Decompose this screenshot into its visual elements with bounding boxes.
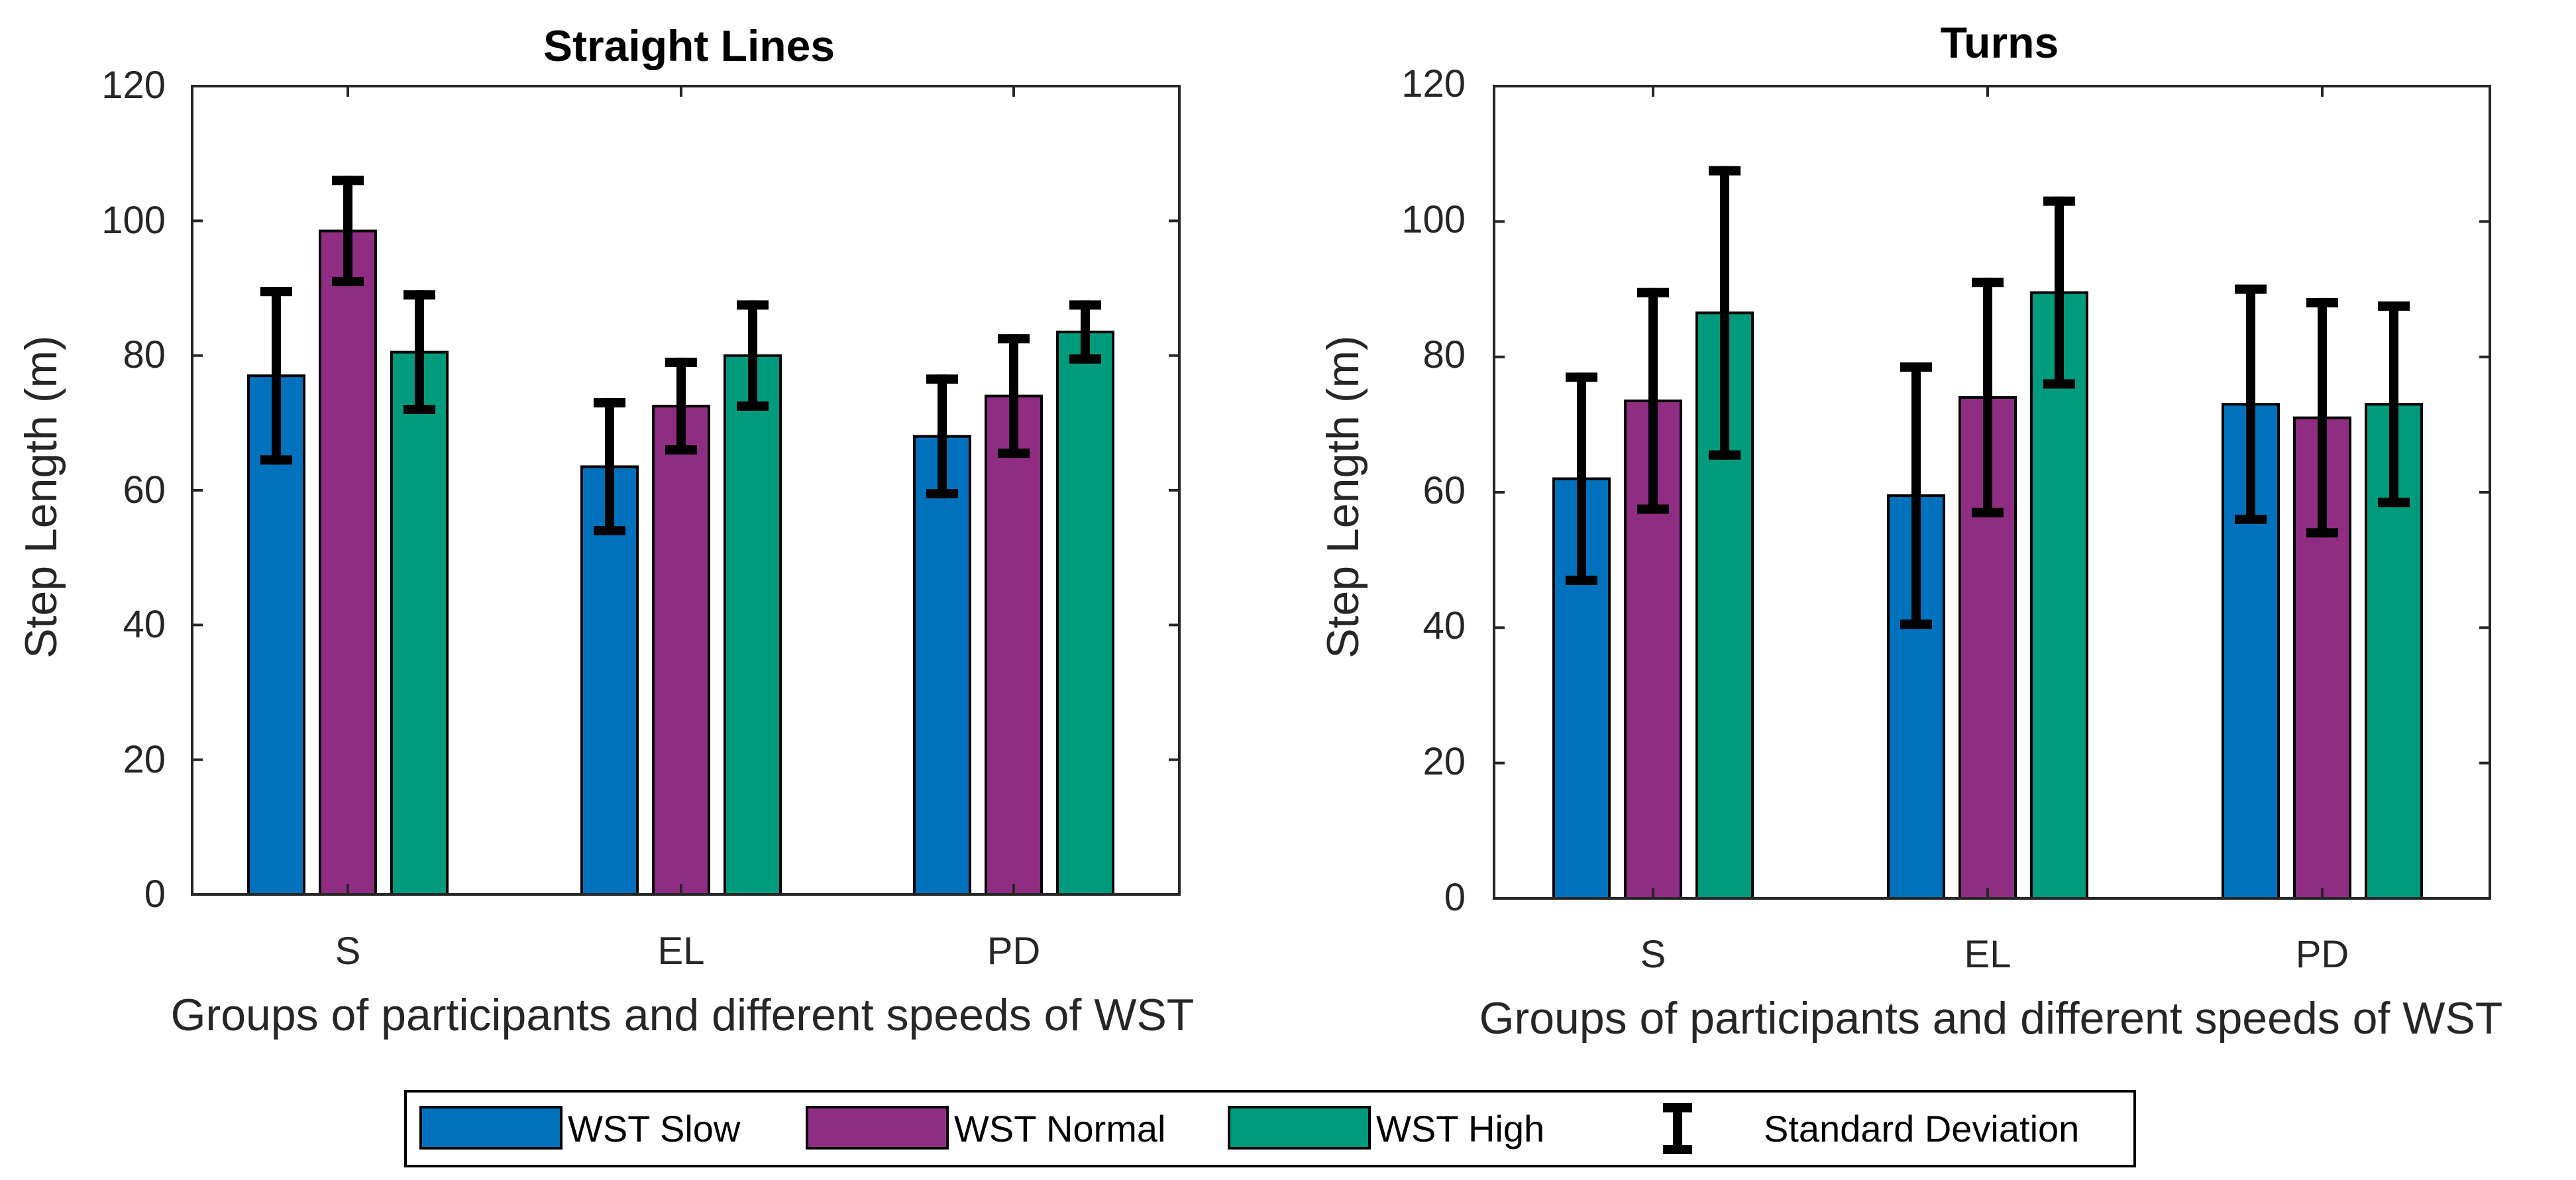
chart-straight-lines: Straight Lines 0 20 40 60 80 100 120 S E…	[16, 21, 1194, 1040]
axes	[191, 85, 1181, 896]
errorbar-wst-slow-s	[260, 287, 292, 465]
y-tick-label: 100	[1401, 198, 1466, 241]
x-tick-labels: S EL PD	[335, 930, 1041, 973]
bar-wst-high-el	[2030, 291, 2088, 900]
bar-series-group	[1552, 166, 2423, 900]
y-tick-label: 0	[144, 873, 166, 916]
y-tick-labels: 0 20 40 60 80 100 120	[1401, 62, 1466, 919]
bar-wst-normal-el	[652, 404, 710, 896]
y-axis-label: Step Length (m)	[16, 335, 66, 659]
errorbar-wst-high-el	[2043, 196, 2075, 389]
legend-swatch-wst-slow	[419, 1106, 563, 1150]
errorbar-wst-slow-el	[594, 398, 625, 535]
errorbar-wst-high-s	[403, 290, 435, 414]
y-tick-label: 60	[1422, 469, 1466, 512]
bar-wst-normal-s	[319, 229, 377, 896]
errorbar-wst-normal-s	[332, 176, 364, 286]
bar-wst-normal-pd	[985, 394, 1043, 896]
y-tick-label: 100	[101, 199, 166, 242]
y-axis-label: Step Length (m)	[1318, 335, 1368, 659]
bar-wst-high-pd	[1056, 331, 1114, 896]
errorbar-wst-high-el	[737, 300, 769, 411]
axes	[1493, 85, 2491, 900]
legend-swatch-wst-normal	[806, 1106, 949, 1150]
errorbar-wst-high-pd	[1069, 300, 1101, 364]
x-tick-label-pd: PD	[2296, 933, 2349, 976]
legend-label-standard-deviation: Standard Deviation	[1764, 1108, 2079, 1150]
errorbar-wst-normal-s	[1637, 288, 1669, 514]
errorbar-wst-normal-el	[1972, 278, 2004, 517]
chart-title: Turns	[1941, 18, 2059, 67]
errorbar-wst-slow-pd	[2235, 284, 2267, 524]
y-tick-label: 80	[123, 333, 166, 376]
y-tick-label: 40	[123, 603, 166, 646]
x-axis-label: Groups of participants and different spe…	[1479, 993, 2503, 1044]
legend-errorbar-icon	[1663, 1103, 1692, 1154]
x-axis-label: Groups of participants and different spe…	[171, 990, 1195, 1040]
y-tick-label: 40	[1422, 604, 1466, 647]
bar-series-group	[247, 176, 1114, 896]
y-tick-label: 80	[1422, 333, 1466, 376]
legend-label-wst-normal: WST Normal	[954, 1108, 1165, 1150]
errorbar-wst-normal-pd	[2306, 297, 2338, 538]
errorbar-wst-slow-pd	[926, 374, 958, 499]
legend-label-wst-high: WST High	[1376, 1108, 1544, 1150]
y-tick-label: 20	[123, 738, 166, 781]
x-tick-label-el: EL	[658, 930, 705, 973]
chart-title: Straight Lines	[543, 21, 835, 70]
errorbar-wst-high-pd	[2378, 301, 2410, 508]
bar-wst-slow-el	[580, 465, 639, 896]
bar-wst-high-el	[724, 354, 782, 896]
legend: WST Slow WST Normal WST High Standard De…	[404, 1090, 2136, 1167]
y-tick-label: 20	[1422, 740, 1466, 783]
y-tick-label: 120	[1401, 62, 1466, 105]
errorbar-wst-slow-el	[1900, 362, 1932, 629]
legend-swatch-wst-high	[1228, 1106, 1371, 1150]
x-tick-label-s: S	[335, 930, 361, 973]
y-tick-label: 60	[123, 468, 166, 511]
y-tick-labels: 0 20 40 60 80 100 120	[101, 64, 166, 916]
errorbar-wst-normal-pd	[998, 334, 1030, 458]
x-tick-labels: S EL PD	[1640, 933, 2349, 976]
y-tick-label: 0	[1444, 876, 1466, 919]
x-tick-label-el: EL	[1964, 933, 2012, 976]
errorbar-wst-normal-el	[665, 357, 697, 455]
x-tick-label-s: S	[1640, 933, 1666, 976]
errorbar-wst-slow-s	[1566, 372, 1597, 585]
errorbar-wst-high-s	[1709, 166, 1741, 460]
bar-wst-high-s	[390, 350, 449, 896]
bar-wst-slow-pd	[913, 435, 971, 896]
legend-label-wst-slow: WST Slow	[568, 1108, 741, 1150]
x-tick-label-pd: PD	[987, 930, 1041, 973]
y-tick-label: 120	[101, 64, 166, 107]
chart-turns: Turns 0 20 40 60 80 100 120 S EL PD Grou…	[1318, 18, 2502, 1044]
